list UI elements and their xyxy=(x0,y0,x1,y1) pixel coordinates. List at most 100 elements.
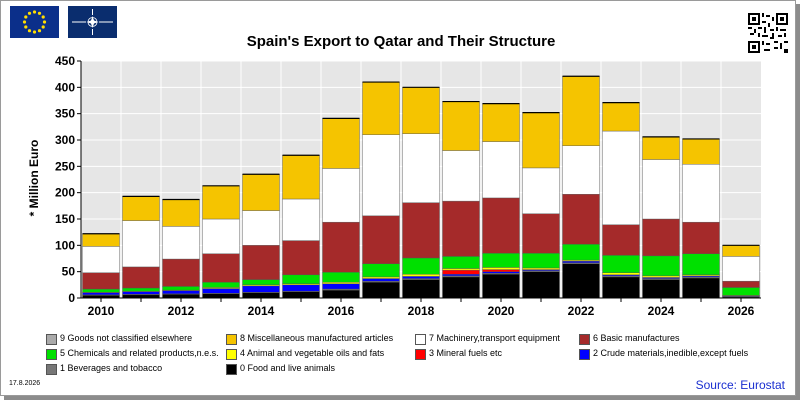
bar-segment xyxy=(322,283,360,290)
x-tick-label: 2010 xyxy=(88,304,115,318)
bar-segment xyxy=(162,199,200,227)
bar-segment xyxy=(482,269,520,272)
legend-swatch xyxy=(226,349,237,360)
bar-segment xyxy=(402,202,440,259)
bar-segment xyxy=(442,150,480,202)
bar-segment xyxy=(482,267,520,270)
bar-segment xyxy=(242,292,280,299)
bar-segment xyxy=(642,279,680,299)
y-tick-label: 350 xyxy=(55,107,75,121)
bar-segment xyxy=(722,287,760,296)
bar-segment xyxy=(162,258,200,287)
bar-segment xyxy=(682,164,720,223)
bar-segment xyxy=(282,240,320,276)
eu-flag-icon xyxy=(10,6,59,38)
y-tick-label: 400 xyxy=(55,80,75,94)
bar-segment xyxy=(362,276,400,279)
bar-segment xyxy=(602,276,640,299)
bar-segment xyxy=(522,167,560,214)
bar-segment xyxy=(522,112,560,169)
bar-segment xyxy=(322,289,360,299)
bar-segment xyxy=(482,197,520,254)
legend-swatch xyxy=(415,349,426,360)
bar-segment xyxy=(202,282,240,288)
bar-segment xyxy=(722,256,760,282)
legend-swatch xyxy=(579,349,590,360)
bar-segment xyxy=(562,194,600,245)
bar-segment xyxy=(562,244,600,261)
legend-swatch xyxy=(415,334,426,345)
bar-segment xyxy=(362,215,400,264)
bar-segment xyxy=(602,272,640,276)
bar-segment xyxy=(402,87,440,134)
legend-label: 3 Mineral fuels etc xyxy=(429,348,503,358)
bar-segment xyxy=(322,168,360,223)
bar-segment xyxy=(642,136,680,160)
x-tick-label: 2014 xyxy=(248,304,275,318)
bar-segment xyxy=(242,285,280,293)
legend-label: 9 Goods not classified elsewhere xyxy=(60,333,193,343)
bar-segment xyxy=(602,102,640,132)
legend-label: 6 Basic manufactures xyxy=(593,333,680,343)
bar-segment xyxy=(522,213,560,254)
chart-plot: 0 50 100 150 200 250 300 350 400 450 2010 2012 2014 2… xyxy=(55,54,761,318)
legend-label: 7 Machinery,transport equipment xyxy=(429,333,560,343)
bar-segment xyxy=(82,246,120,273)
bar-segment xyxy=(202,218,240,254)
bar-segment xyxy=(642,275,680,278)
legend-label: 8 Miscellaneous manufactured articles xyxy=(240,333,394,343)
y-tick-label: 100 xyxy=(55,238,75,252)
bar-segment xyxy=(442,274,480,277)
date-stamp: 17.8.2026 xyxy=(9,380,41,387)
bar-segment xyxy=(122,287,160,292)
bar-segment xyxy=(562,260,600,263)
bar-segment xyxy=(162,226,200,260)
qr-code-icon xyxy=(748,13,788,53)
legend-swatch xyxy=(46,334,57,345)
bar-segment xyxy=(282,274,320,284)
legend-label: 2 Crude materials,inedible,except fuels xyxy=(593,348,749,358)
bar-segment xyxy=(402,279,440,299)
nato-flag-icon xyxy=(68,6,117,38)
legend-label: 4 Animal and vegetable oils and fats xyxy=(240,348,385,358)
bar-segment xyxy=(282,284,320,292)
bar-segment xyxy=(482,141,520,199)
bar-segment xyxy=(522,271,560,299)
x-tick-label: 2022 xyxy=(568,304,595,318)
bar-segment xyxy=(562,263,600,299)
bar-segment xyxy=(202,293,240,299)
bar-segment xyxy=(322,271,360,283)
bar-segment xyxy=(82,292,120,296)
bar-segment xyxy=(442,200,480,257)
legend-label: 1 Beverages and tobacco xyxy=(60,363,163,373)
bar-segment xyxy=(362,134,400,217)
bar-segment xyxy=(162,290,200,294)
bar-segment xyxy=(482,253,520,268)
bar-segment xyxy=(122,291,160,295)
bar-segment xyxy=(282,198,320,241)
bar-segment xyxy=(562,76,600,146)
bar-segment xyxy=(682,277,720,299)
bar-segment xyxy=(402,257,440,275)
bar-segment xyxy=(442,256,480,269)
bar-segment xyxy=(242,245,280,280)
x-tick-label: 2016 xyxy=(328,304,355,318)
bar-segment xyxy=(82,288,120,293)
bar-segment xyxy=(362,81,400,135)
bar-segment xyxy=(122,220,160,268)
chart-title: Spain's Export to Qatar and Their Struct… xyxy=(246,33,556,50)
bar-segment xyxy=(562,145,600,195)
legend-label: 0 Food and live animals xyxy=(240,363,336,373)
x-tick-label: 2024 xyxy=(648,304,675,318)
x-tick-label: 2020 xyxy=(488,304,515,318)
bar-segment xyxy=(482,103,520,142)
bar-segment xyxy=(522,253,560,269)
bar-segment xyxy=(642,159,680,220)
y-tick-label: 150 xyxy=(55,212,75,226)
bar-segment xyxy=(682,138,720,165)
bar-segment xyxy=(402,133,440,203)
bar-segment xyxy=(202,253,240,283)
legend-swatch xyxy=(46,364,57,375)
y-tick-label: 300 xyxy=(55,133,75,147)
